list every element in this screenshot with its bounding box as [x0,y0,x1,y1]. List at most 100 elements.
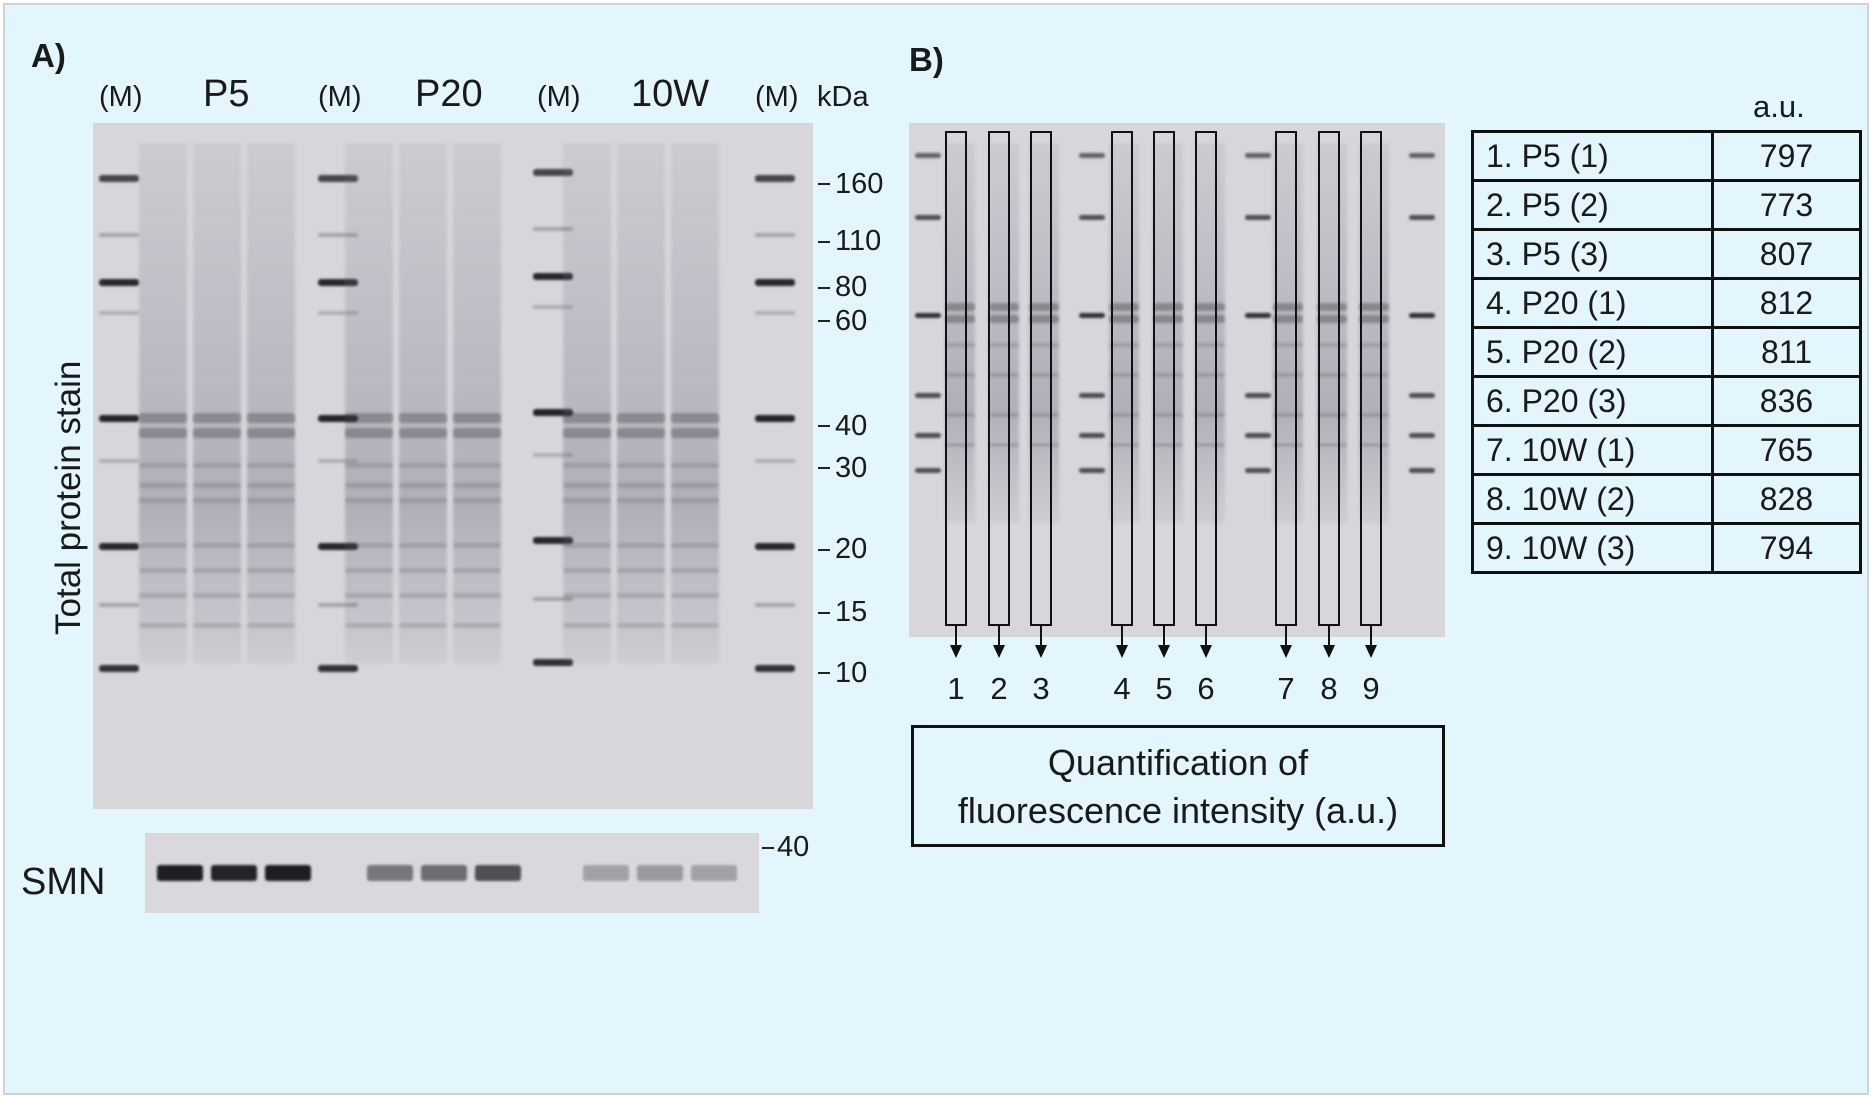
sample-band [945,413,975,417]
table-value-cell: 794 [1711,522,1862,574]
sample-band [345,483,393,488]
arrow-line [1121,625,1123,647]
sample-band [453,568,501,573]
table-sample-cell: 9. 10W (3) [1471,522,1714,574]
lane-header-marker-3: (M) [537,81,581,113]
sample-band [617,463,665,468]
table-row: 7. 10W (1) 765 [1471,424,1862,476]
mw-tick-60 [818,320,830,322]
marker-band [99,233,139,237]
sample-band [193,593,241,598]
marker-band [755,603,795,607]
marker-band [318,415,358,422]
marker-band [533,537,573,544]
marker-band [99,603,139,607]
sample-lane [1359,143,1389,523]
marker-band [915,468,941,473]
arrow-down-icon [1323,645,1335,658]
arrow-line [998,625,1000,647]
sample-band [1153,413,1183,417]
marker-band [99,459,139,463]
sample-band [139,413,187,423]
sample-band [1317,315,1347,323]
marker-band [1245,313,1271,318]
sample-band [617,413,665,423]
marker-band [99,175,139,182]
sample-band [1317,303,1347,311]
mw-label-60: 60 [835,305,868,337]
sample-band [1317,443,1347,447]
marker-band [533,409,573,416]
marker-band [1079,153,1105,158]
mw-label-20: 20 [835,533,868,565]
lane-header-marker-4: (M) [755,81,799,113]
sample-lane [1153,143,1183,523]
sample-band [139,623,187,628]
sample-band [1359,343,1389,347]
sample-band [1359,373,1389,377]
marker-band [1245,468,1271,473]
marker-band [1245,433,1271,438]
sample-band [345,428,393,438]
sample-band [139,483,187,488]
sample-band [671,593,719,598]
total-protein-stain-label: Total protein stain [49,360,88,635]
sample-lane [1109,143,1139,523]
sample-band [345,623,393,628]
arrow-down-icon [1200,645,1212,658]
sample-lane [989,143,1019,523]
roi-box [1275,131,1297,626]
table-row: 2. P5 (2) 773 [1471,179,1862,231]
smn-band [583,865,629,881]
sample-band [139,463,187,468]
marker-band [99,311,139,315]
sample-band [671,483,719,488]
sample-band [1195,443,1225,447]
roi-box [1153,131,1175,626]
marker-band [318,311,358,315]
sample-band [1153,443,1183,447]
mw-tick-80 [818,287,830,289]
table-sample-cell: 3. P5 (3) [1471,228,1714,280]
sample-lane [945,143,975,523]
sample-band [1109,343,1139,347]
sample-band [453,623,501,628]
sample-band [563,413,611,423]
table-row: 1. P5 (1) 797 [1471,130,1862,182]
table-value-cell: 797 [1711,130,1862,182]
sample-band [399,413,447,423]
sample-band [345,463,393,468]
sample-band [1029,303,1059,311]
sample-band [617,428,665,438]
table-row: 3. P5 (3) 807 [1471,228,1862,280]
sample-band [945,373,975,377]
sample-band [989,373,1019,377]
arrow-line [1205,625,1207,647]
smn-band [475,865,521,881]
roi-box [1360,131,1382,626]
sample-band [671,568,719,573]
sample-band [945,315,975,323]
marker-band [533,453,573,457]
sample-band [247,483,295,488]
sample-band [1153,373,1183,377]
marker-band [915,215,941,220]
marker-band [1409,468,1435,473]
sample-band [345,568,393,573]
sample-band [1195,315,1225,323]
sample-band [399,463,447,468]
marker-band [1245,215,1271,220]
lane-number: 4 [1113,671,1131,706]
sample-band [247,623,295,628]
sample-lane [1029,143,1059,523]
table-sample-cell: 7. 10W (1) [1471,424,1714,476]
sample-band [345,413,393,423]
marker-band [755,311,795,315]
table-value-cell: 807 [1711,228,1862,280]
sample-band [563,498,611,503]
sample-band [193,623,241,628]
table-row: 5. P20 (2) 811 [1471,326,1862,378]
sample-band [247,568,295,573]
mw-label-30: 30 [835,452,868,484]
smn-band [157,865,203,881]
